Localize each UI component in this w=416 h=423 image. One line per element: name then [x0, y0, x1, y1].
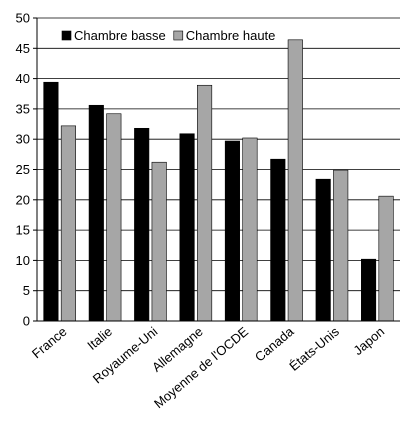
- x-tick-label: Japon: [350, 324, 387, 358]
- x-tick-label: France: [29, 324, 70, 362]
- y-tick-label: 35: [16, 101, 30, 116]
- bar: [287, 39, 303, 322]
- bar: [242, 137, 258, 322]
- bar: [43, 81, 59, 322]
- bar: [224, 140, 240, 322]
- bar: [134, 127, 150, 322]
- y-tick-label: 45: [16, 41, 30, 56]
- y-tick-label: 25: [16, 162, 30, 177]
- bar: [60, 125, 76, 322]
- legend-swatch: [61, 30, 72, 41]
- y-tick-label: 30: [16, 132, 30, 147]
- bar: [197, 84, 213, 322]
- legend-label: Chambre haute: [186, 28, 276, 43]
- legend-swatch: [173, 30, 184, 41]
- bar: [333, 169, 349, 322]
- y-tick-label: 0: [23, 314, 30, 329]
- legend-label: Chambre basse: [74, 28, 166, 43]
- y-tick-label: 50: [16, 11, 30, 26]
- y-tick-label: 5: [23, 283, 30, 298]
- bar: [179, 133, 195, 322]
- y-tick-label: 20: [16, 192, 30, 207]
- bar: [378, 195, 394, 322]
- bar: [151, 161, 167, 322]
- y-tick-label: 15: [16, 223, 30, 238]
- bar: [88, 104, 104, 322]
- bar: [106, 113, 122, 322]
- y-tick-label: 10: [16, 253, 30, 268]
- bar: [361, 258, 377, 322]
- bar: [315, 178, 331, 322]
- bar: [270, 158, 286, 322]
- x-tick-label: Italie: [84, 324, 115, 353]
- y-tick-label: 40: [16, 71, 30, 86]
- x-tick-label: États-Unis: [286, 323, 342, 373]
